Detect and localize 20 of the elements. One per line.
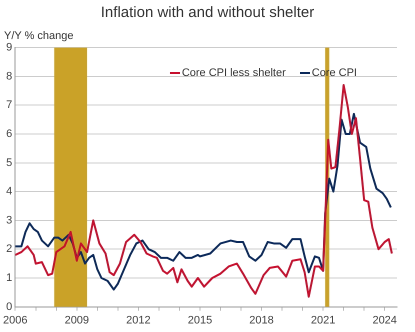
legend-label: Core CPI less shelter bbox=[182, 67, 286, 79]
x-tick-label: 2012 bbox=[126, 314, 151, 326]
y-tick-label: 6 bbox=[6, 128, 12, 140]
y-tick-label: 8 bbox=[6, 70, 12, 82]
x-tick-label: 2021 bbox=[310, 314, 336, 326]
y-tick-label: 9 bbox=[6, 42, 12, 54]
y-tick-label: 3 bbox=[6, 214, 12, 226]
chart-title: Inflation with and without shelter bbox=[100, 4, 316, 21]
x-tick-label: 2024 bbox=[372, 314, 397, 326]
y-axis-title: Y/Y % change bbox=[4, 30, 74, 42]
y-tick-label: 4 bbox=[6, 186, 12, 198]
x-tick-label: 2006 bbox=[2, 314, 28, 326]
y-tick-label: 5 bbox=[6, 156, 12, 169]
y-tick-label: 7 bbox=[6, 99, 12, 112]
y-tick-label: 1 bbox=[6, 272, 12, 284]
y-tick-label: 2 bbox=[6, 243, 12, 256]
y-tick-label: 0 bbox=[6, 300, 12, 313]
x-tick-label: 2018 bbox=[249, 314, 274, 326]
x-tick-label: 2015 bbox=[188, 314, 212, 326]
x-tick-label: 2009 bbox=[64, 314, 90, 326]
